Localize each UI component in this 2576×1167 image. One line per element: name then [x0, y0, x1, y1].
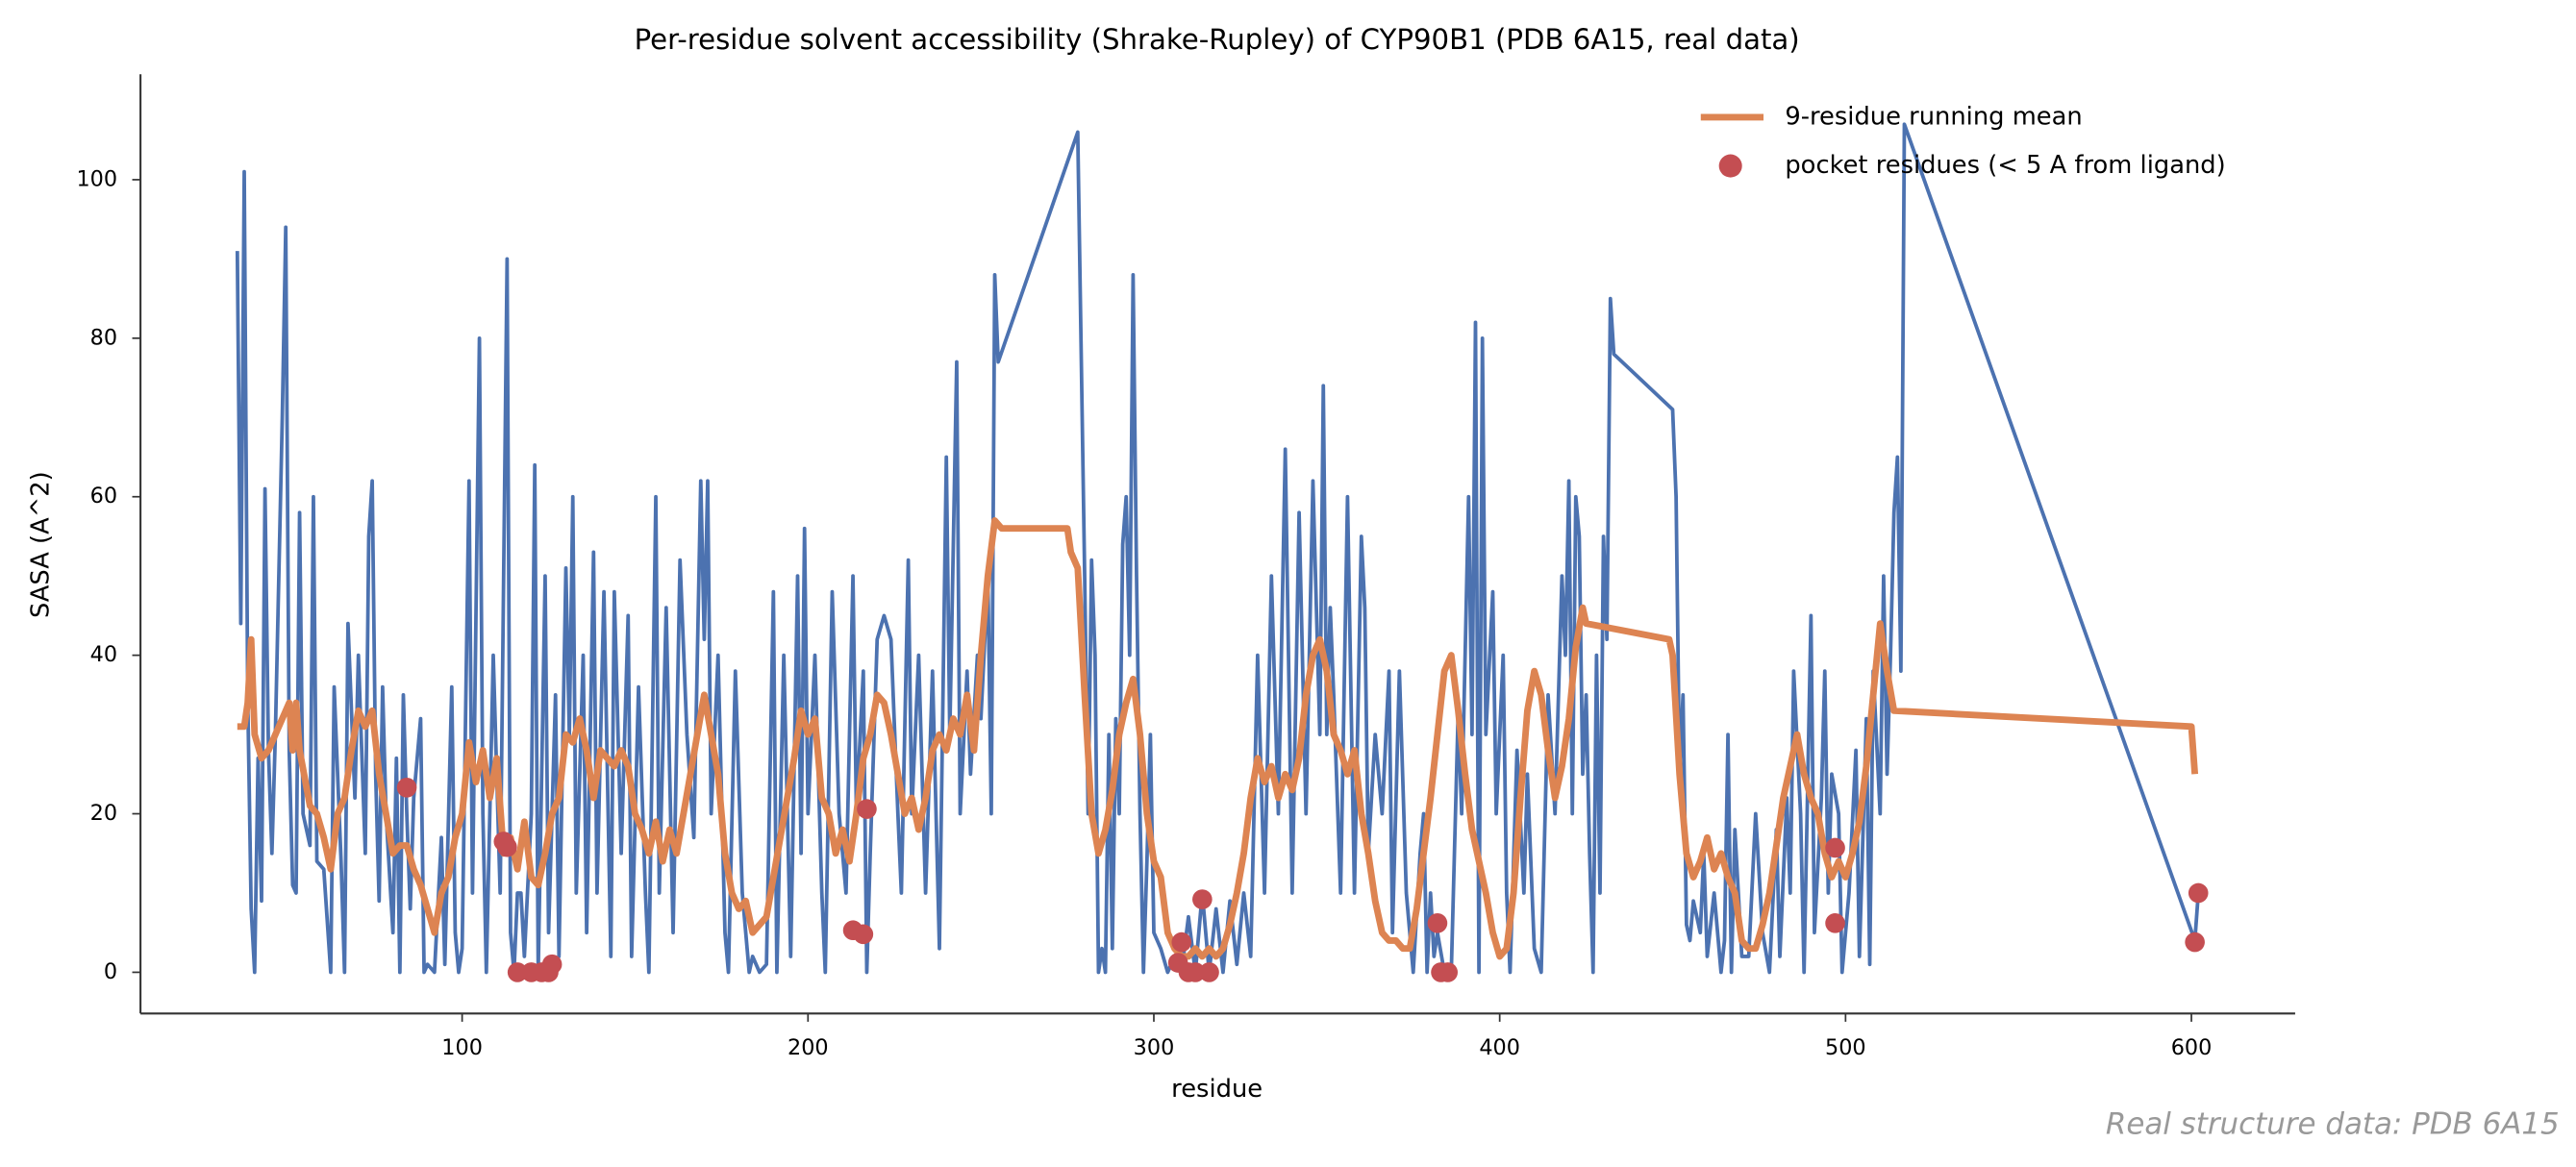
x-tick-label: 400 — [1479, 1035, 1520, 1060]
y-tick-label: 80 — [90, 325, 117, 350]
line — [235, 122, 2201, 975]
point — [541, 954, 563, 975]
y-tick-label: 100 — [76, 166, 117, 191]
point — [2188, 882, 2209, 904]
point — [1171, 931, 1192, 953]
watermark: Real structure data: PDB 6A15 — [2106, 1107, 2560, 1142]
point — [857, 799, 877, 819]
y-tick-label: 0 — [104, 959, 117, 984]
point — [1825, 913, 1845, 933]
chart-title: Per-residue solvent accessibility (Shrak… — [635, 23, 1800, 56]
point — [853, 924, 874, 945]
point — [1192, 889, 1213, 909]
x-tick-label: 500 — [1825, 1035, 1866, 1060]
y-tick-label: 40 — [90, 642, 117, 667]
point — [1438, 962, 1459, 982]
x-tick-label: 300 — [1134, 1035, 1175, 1060]
line — [237, 517, 2199, 960]
point — [1427, 913, 1448, 933]
point — [2185, 931, 2205, 953]
y-tick-label: 20 — [90, 801, 117, 826]
point — [497, 836, 517, 857]
y-axis-label: SASA (A^2) — [27, 471, 56, 618]
point — [1199, 962, 1219, 982]
legend-label: 9-residue running mean — [1785, 102, 2082, 131]
x-tick-label: 600 — [2171, 1035, 2213, 1060]
point — [396, 778, 417, 798]
x-tick-label: 100 — [441, 1035, 483, 1060]
legend-label: pocket residues (< 5 A from ligand) — [1785, 151, 2225, 180]
x-axis-label: residue — [1171, 1075, 1263, 1104]
x-tick-label: 200 — [788, 1035, 829, 1060]
legend-marker — [1718, 154, 1742, 178]
point — [1825, 837, 1845, 858]
point — [1185, 962, 1206, 982]
y-tick-label: 60 — [90, 484, 117, 509]
point — [507, 962, 528, 982]
